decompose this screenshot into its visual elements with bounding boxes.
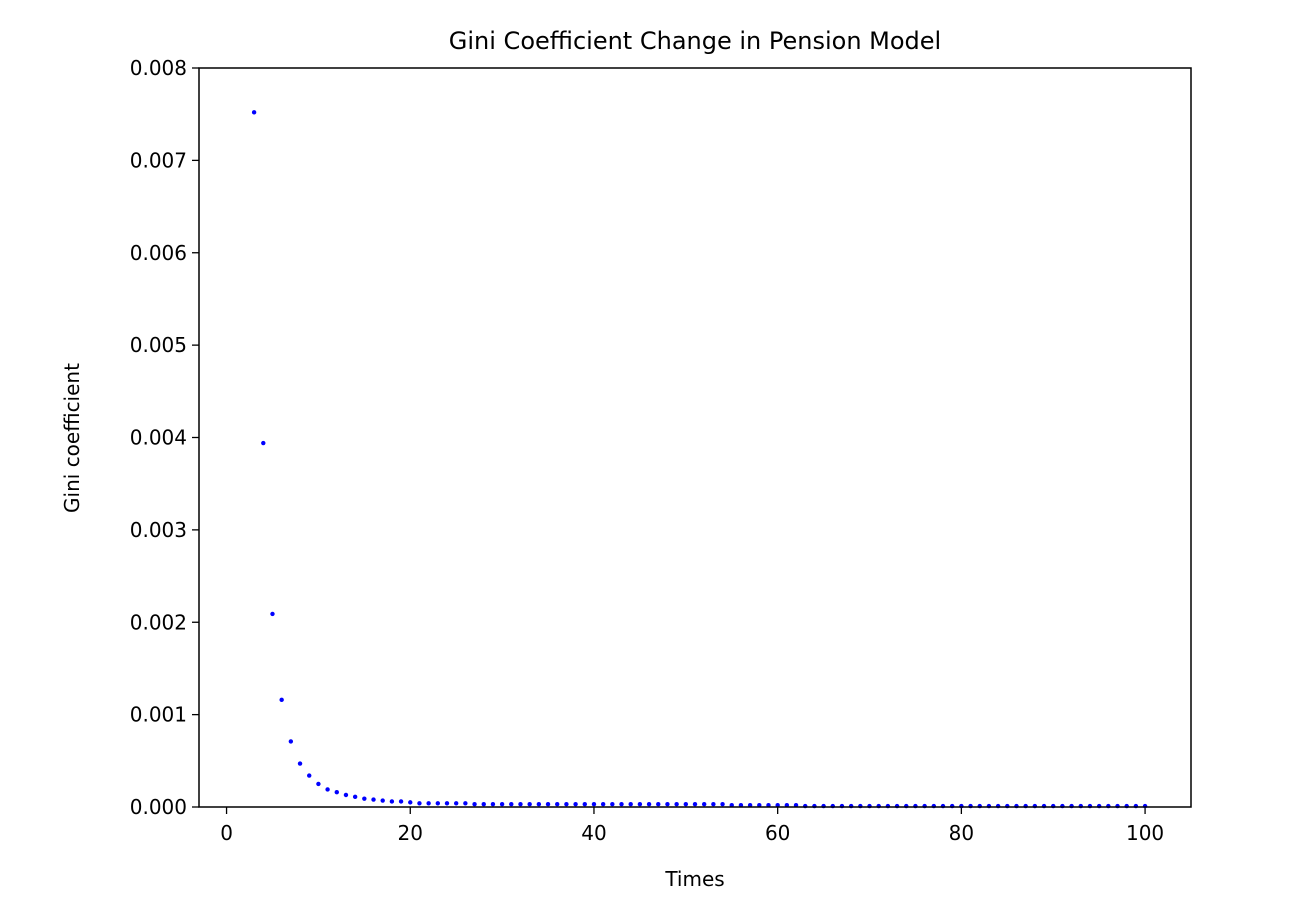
y-axis-ticks: 0.000 0.001 0.002 0.003 0.004 0.005 0.006 0.007…: [130, 56, 199, 819]
data-point: [518, 802, 523, 807]
data-point: [509, 802, 514, 807]
data-point: [701, 802, 707, 807]
data-point: [555, 802, 560, 807]
data-point: [490, 802, 496, 807]
data-point: [619, 802, 624, 807]
y-tick-label: 0.008: [130, 56, 187, 80]
data-point: [656, 802, 661, 807]
data-point: [646, 802, 652, 807]
data-point: [600, 802, 606, 807]
data-point: [692, 802, 698, 807]
data-point: [683, 802, 689, 807]
data-point: [573, 802, 578, 807]
data-point: [389, 799, 395, 804]
data-point: [435, 801, 441, 806]
data-point: [316, 781, 321, 787]
y-axis-label: Gini coefficient: [60, 363, 84, 513]
data-points: [251, 110, 1148, 809]
data-point: [371, 797, 376, 802]
x-tick-label: 60: [765, 821, 790, 845]
data-point: [279, 697, 284, 703]
data-point: [352, 794, 358, 800]
x-axis-label: Times: [664, 867, 724, 891]
plot-frame: [198, 67, 1192, 808]
data-point: [711, 802, 716, 807]
data-point: [444, 801, 450, 806]
y-tick-label: 0.003: [130, 518, 187, 542]
data-point: [270, 611, 275, 617]
data-point: [628, 802, 633, 807]
data-point: [398, 799, 404, 804]
data-point: [499, 802, 505, 807]
x-axis-ticks: 0 20 40 60 80 100: [220, 807, 1164, 845]
data-point: [720, 802, 725, 807]
data-point: [453, 801, 459, 806]
data-point: [297, 761, 303, 766]
data-point: [380, 798, 385, 803]
data-point: [325, 787, 330, 792]
data-point: [665, 802, 670, 807]
data-point: [307, 773, 312, 778]
data-point: [545, 802, 551, 807]
chart-title: Gini Coefficient Change in Pension Model: [449, 27, 941, 55]
x-tick-label: 100: [1126, 821, 1164, 845]
data-point: [527, 802, 532, 807]
data-point: [288, 739, 294, 744]
x-tick-label: 20: [398, 821, 423, 845]
data-point: [610, 802, 615, 807]
data-point: [536, 802, 542, 807]
data-point: [261, 440, 266, 446]
data-point: [564, 802, 569, 807]
data-point: [251, 110, 257, 115]
data-point: [674, 802, 679, 807]
x-tick-label: 80: [949, 821, 974, 845]
data-point: [637, 802, 643, 807]
data-point: [426, 801, 431, 806]
x-tick-label: 40: [581, 821, 606, 845]
data-point: [362, 796, 367, 801]
y-tick-label: 0.007: [130, 148, 187, 172]
y-tick-label: 0.002: [130, 610, 187, 634]
data-point: [417, 801, 422, 806]
data-point: [481, 802, 486, 807]
data-point: [582, 802, 587, 807]
data-point: [408, 800, 413, 805]
x-tick-label: 0: [220, 821, 233, 845]
y-tick-label: 0.005: [130, 333, 187, 357]
y-tick-label: 0.006: [130, 241, 187, 265]
y-tick-label: 0.001: [130, 703, 187, 727]
data-point: [591, 802, 597, 807]
y-tick-label: 0.004: [130, 426, 187, 450]
data-point: [343, 792, 349, 798]
data-point: [472, 802, 477, 807]
data-point: [334, 790, 339, 795]
data-point: [463, 801, 468, 806]
y-tick-label: 0.000: [130, 795, 187, 819]
